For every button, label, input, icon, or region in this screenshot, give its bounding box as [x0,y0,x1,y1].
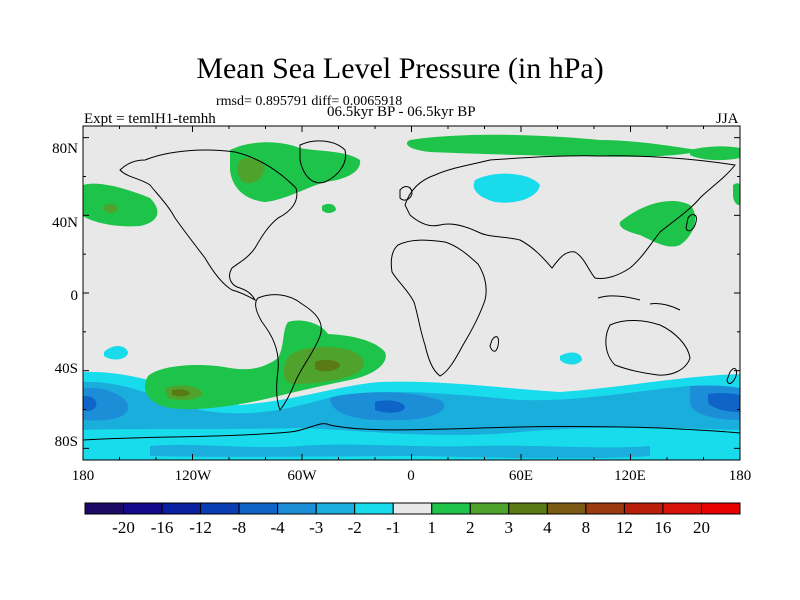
greenland-coast [299,140,347,184]
arctic-positive-right [690,146,740,161]
colorbar-box-11 [508,502,548,515]
lat-label-40s: 40S [54,361,78,377]
colorbar-label: 16 [654,518,672,537]
australia-coast [605,320,691,376]
period-text: 06.5kyr BP - 06.5kyr BP [327,104,476,120]
colorbar-label: -12 [189,518,212,537]
colorbar-label: -8 [232,518,247,537]
colorbar-label: -1 [386,518,401,537]
colorbar-label: 1 [427,518,437,537]
lon-label-120w: 120W [174,468,212,484]
colorbar-box-12 [546,502,587,515]
lon-label-180e: 180 [728,468,752,484]
stats-text: rmsd= 0.895791 diff= 0.0065918 [216,94,403,109]
colorbar-box-6 [315,502,356,515]
russia-negative [473,173,540,203]
south-atlantic-positive-peak [172,359,340,397]
eurasia-coast [404,155,736,279]
colorbar-box-9 [431,502,471,515]
colorbar-label: 2 [466,518,475,537]
colorbar [84,502,741,515]
lat-label-80n: 80N [52,141,78,157]
south-atlantic-positive-core [165,346,365,401]
north-pacific-positive-core [104,203,118,213]
colorbar-box-10 [469,502,510,515]
map-title: Mean Sea Level Pressure (in hPa) [196,52,604,85]
colorbar-box-14 [623,502,664,515]
colorbar-box-0 [84,502,125,515]
colorbar-box-7 [354,502,394,515]
experiment-label: Expt = temlH1-temhh [84,111,216,127]
greenland-positive [230,142,361,202]
colorbar-box-5 [277,502,317,515]
atlantic-small-positive [322,203,336,213]
antarctica-coast [82,423,741,441]
colorbar-label: 4 [543,518,552,537]
africa-coast [390,239,487,377]
east-asia-positive [619,201,696,247]
north-pacific-positive [83,183,158,227]
colorbar-label: 20 [693,518,710,537]
colorbar-label: 3 [504,518,514,537]
lon-label-120e: 120E [614,468,646,484]
axis-ticks [82,126,741,460]
southern-ocean-band-3 [83,385,740,421]
colorbar-box-16 [700,502,741,515]
colorbar-box-4 [238,502,279,515]
colorbar-label: -3 [309,518,324,537]
lat-label-40n: 40N [52,215,78,231]
colorbar-box-8 [392,502,433,515]
map-field [83,126,740,460]
new-zealand-coast [726,368,737,384]
colorbar-box-2 [161,502,202,515]
colorbar-box-13 [585,502,625,515]
indian-ocean-negative [560,352,582,365]
colorbar-label: -20 [112,518,135,537]
colorbar-label: -2 [347,518,362,537]
colorbar-label: 12 [615,518,633,537]
lat-label-80s: 80S [54,434,78,450]
colorbar-label: -4 [270,518,285,537]
colorbar-label: -16 [150,518,174,537]
colorbar-label: 8 [581,518,591,537]
season-label: JJA [716,111,739,127]
antarctic-inner-patches [150,444,650,459]
south-america-coast [255,294,322,411]
colorbar-box-3 [200,502,240,515]
coastlines [82,140,741,441]
lon-label-60e: 60E [508,468,534,484]
arctic-positive [406,134,700,157]
greenland-positive-core [237,157,265,184]
madagascar-coast [489,336,499,352]
north-america-coast [119,149,298,302]
pacific-edge-positive [733,183,740,206]
south-atlantic-positive [144,320,386,410]
colorbar-box-15 [662,502,702,515]
lon-label-0: 0 [407,468,415,484]
indonesia-coast [597,295,681,311]
uk-coast [399,186,413,201]
lat-label-eq: 0 [70,288,79,304]
lon-label-180w: 180 [71,468,95,484]
tropical-pacific-negative [104,346,128,360]
colorbar-box-1 [123,502,163,515]
lon-label-60w: 60W [287,468,317,484]
japan-coast [685,214,697,232]
